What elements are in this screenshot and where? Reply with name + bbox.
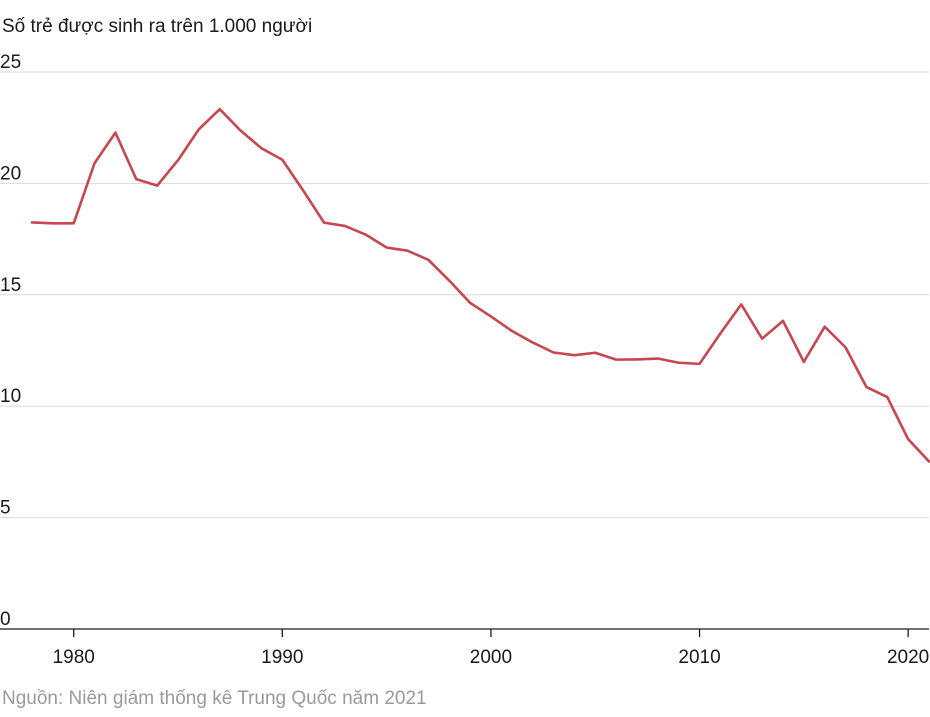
- data-point-2012: [740, 303, 742, 305]
- data-point-2009: [677, 362, 679, 364]
- data-point-1995: [385, 246, 387, 248]
- data-point-2016: [823, 325, 825, 327]
- series-line-birth-rate: [30, 107, 930, 463]
- gridlines: [0, 71, 929, 519]
- data-point-2004: [573, 354, 575, 356]
- data-point-1992: [323, 221, 325, 223]
- data-point-1990: [281, 159, 283, 161]
- x-axis: 1980 1990 2000 2010 2020: [0, 628, 929, 668]
- data-point-2000: [490, 315, 492, 317]
- data-point-1996: [406, 249, 408, 251]
- y-tick-label: 0: [0, 609, 11, 630]
- y-tick-label: 10: [0, 386, 21, 407]
- data-point-2014: [782, 320, 784, 322]
- data-point-1994: [365, 233, 367, 235]
- data-point-2018: [865, 386, 867, 388]
- x-tick-label: 1990: [261, 647, 303, 668]
- data-point-1989: [260, 147, 262, 149]
- y-axis-ticks: 0 5 10 15 20 25: [0, 52, 21, 630]
- data-point-2002: [531, 341, 533, 343]
- data-point-1985: [177, 159, 179, 161]
- data-point-1982: [114, 131, 116, 133]
- data-point-1983: [135, 178, 137, 180]
- y-tick-label: 5: [0, 498, 11, 519]
- data-point-2003: [552, 351, 554, 353]
- y-tick-label: 20: [0, 163, 21, 184]
- data-point-1986: [198, 128, 200, 130]
- x-tick-label: 1980: [53, 647, 95, 668]
- data-point-1998: [448, 279, 450, 281]
- data-point-1993: [344, 225, 346, 227]
- x-tick-label: 2010: [678, 647, 720, 668]
- data-point-2010: [698, 363, 700, 365]
- y-tick-label: 25: [0, 52, 21, 73]
- data-point-1991: [302, 189, 304, 191]
- data-point-1987: [219, 108, 221, 110]
- data-point-1981: [93, 162, 95, 164]
- data-point-2011: [719, 332, 721, 334]
- data-point-2019: [886, 396, 888, 398]
- data-point-2006: [615, 358, 617, 360]
- series-layer: [30, 107, 930, 463]
- x-tick-label: 2020: [887, 647, 929, 668]
- data-point-1979: [52, 222, 54, 224]
- data-point-1984: [156, 184, 158, 186]
- data-point-2017: [844, 346, 846, 348]
- data-point-1997: [427, 259, 429, 261]
- y-tick-label: 15: [0, 275, 21, 296]
- data-point-2001: [511, 330, 513, 332]
- data-point-2015: [803, 361, 805, 363]
- data-point-2007: [636, 358, 638, 360]
- source-note: Nguồn: Niên giám thống kê Trung Quốc năm…: [2, 688, 427, 709]
- data-point-1978: [31, 221, 33, 223]
- data-point-2013: [761, 337, 763, 339]
- data-point-1999: [469, 302, 471, 304]
- y-axis-title: Số trẻ được sinh ra trên 1.000 người: [2, 16, 312, 37]
- data-point-2008: [657, 357, 659, 359]
- data-point-1988: [239, 129, 241, 131]
- data-point-1980: [73, 222, 75, 224]
- data-point-2020: [907, 438, 909, 440]
- x-tick-label: 2000: [470, 647, 512, 668]
- data-point-2005: [594, 352, 596, 354]
